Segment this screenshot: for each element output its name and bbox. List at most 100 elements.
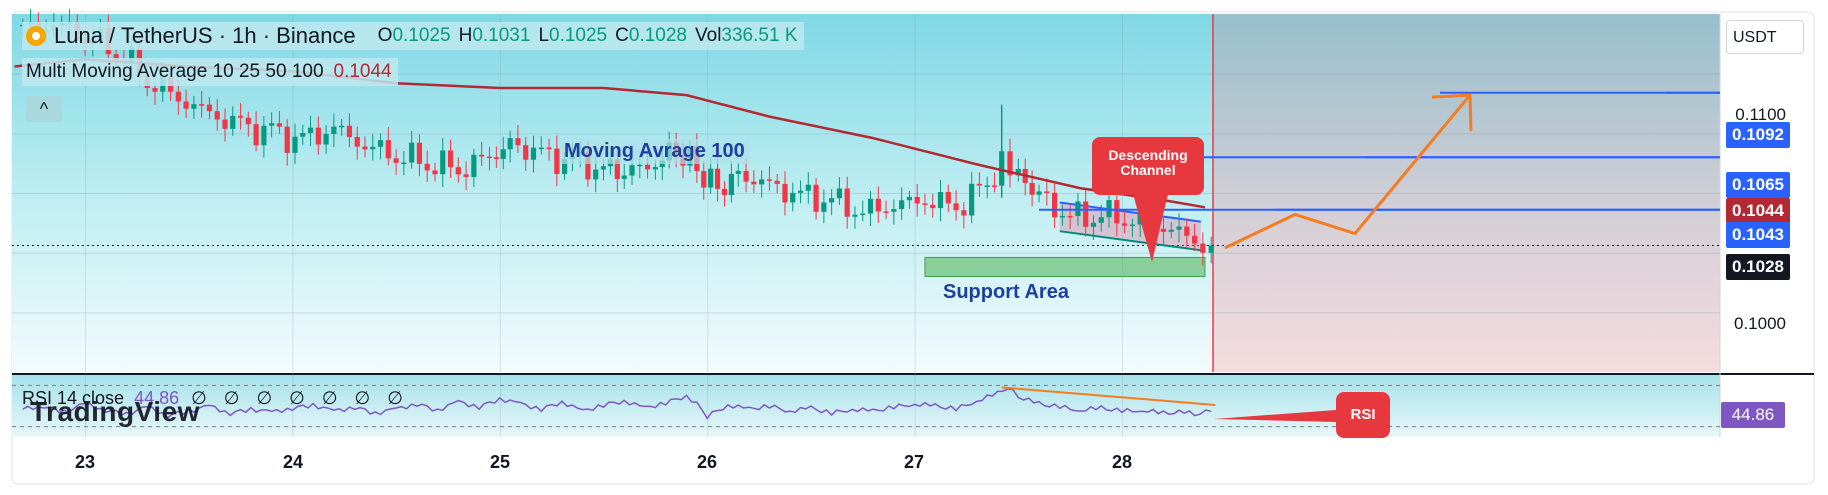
support-area-annotation: Support Area — [943, 281, 1069, 303]
candle-body-115 — [899, 200, 905, 210]
candle-body-143 — [1114, 200, 1120, 224]
annotations — [1039, 91, 1720, 422]
candle-body-135 — [1051, 192, 1058, 218]
rsi-callout: RSI — [1336, 392, 1390, 438]
candle-body-25 — [214, 111, 220, 120]
candle-body-81 — [644, 164, 651, 170]
candle-body-150 — [1168, 229, 1174, 232]
candle-body-124 — [969, 183, 975, 216]
symbol-legend: Luna / TetherUS · 1h · Binance O 0.1025 H… — [22, 22, 804, 50]
channel-callout-pointer — [1133, 194, 1168, 262]
candle-body-108 — [844, 188, 850, 217]
candle-body-121 — [945, 192, 951, 204]
candle-body-39 — [323, 134, 329, 145]
chevron-up-icon: ^ — [39, 99, 49, 119]
candle-body-139 — [1083, 201, 1089, 227]
candle-body-40 — [331, 126, 337, 135]
candle-body-27 — [230, 115, 236, 129]
candle-body-145 — [1129, 224, 1135, 227]
rsi-divergence-line — [1001, 386, 1216, 406]
collapse-legend-button[interactable]: ^ — [26, 96, 62, 122]
candle-body-123 — [961, 210, 967, 216]
candle-body-44 — [362, 146, 368, 150]
candle-body-50 — [409, 142, 415, 163]
candle-body-49 — [401, 162, 407, 164]
candle-body-153 — [1191, 235, 1198, 244]
candle-body-122 — [953, 203, 959, 211]
candle-body-62 — [500, 149, 506, 159]
candle-body-111 — [867, 198, 874, 214]
candle-body-56 — [455, 167, 461, 175]
tradingview-watermark: TradingView — [30, 396, 200, 427]
candle-body-55 — [447, 150, 454, 168]
candle-body-105 — [821, 202, 827, 212]
descending-channel-fill — [1059, 202, 1201, 251]
rsi-pane — [22, 386, 1216, 420]
candle-body-140 — [1090, 222, 1097, 227]
open-value: 0.1025 — [392, 25, 451, 46]
support-area-box — [924, 256, 1206, 278]
forecast-arrowhead — [1431, 93, 1473, 131]
candle-body-51 — [416, 142, 423, 164]
candle-body-30 — [253, 124, 259, 146]
candle-body-67 — [538, 147, 544, 150]
candle-body-142 — [1106, 200, 1112, 218]
candle-body-80 — [637, 164, 643, 167]
target-price-label-2: 0.1065 — [1726, 172, 1790, 198]
high-key: H — [458, 25, 473, 46]
candle-body-52 — [424, 163, 430, 171]
candle-body-103 — [805, 184, 811, 191]
candle-body-79 — [629, 165, 635, 176]
candle-body-113 — [883, 211, 889, 213]
channel-lower-line — [1059, 230, 1201, 252]
candle-body-106 — [829, 198, 835, 203]
candle-body-38 — [315, 127, 321, 145]
symbol-title[interactable]: Luna / TetherUS · 1h · Binance — [54, 23, 356, 48]
x-tick-28: 28 — [1111, 452, 1133, 472]
candle-body-21 — [183, 101, 189, 109]
candle-body-104 — [813, 184, 819, 212]
candle-body-73 — [585, 151, 591, 180]
candle-body-66 — [530, 147, 537, 160]
close-value: 0.1028 — [628, 25, 687, 46]
low-key: L — [538, 25, 550, 46]
candle-body-69 — [554, 148, 560, 174]
candle-body-57 — [463, 174, 469, 177]
candle-body-24 — [206, 104, 213, 112]
candle-body-59 — [479, 154, 485, 157]
candle-body-100 — [782, 183, 788, 203]
indicator-label: Multi Moving Average 10 25 50 100 — [26, 61, 324, 82]
currency-button[interactable]: USDT — [1726, 20, 1804, 54]
x-tick-23: 23 — [74, 452, 96, 472]
x-tick-24: 24 — [282, 452, 304, 472]
candle-body-132 — [1029, 183, 1035, 195]
chart-zones — [924, 201, 1206, 278]
candle-body-28 — [237, 115, 244, 118]
candle-body-125 — [976, 183, 983, 186]
candle-body-119 — [930, 204, 936, 209]
candle-body-92 — [721, 188, 728, 196]
volume-key: Vol — [695, 25, 722, 46]
indicator-legend[interactable]: Multi Moving Average 10 25 50 100 0.1044 — [22, 58, 398, 86]
candle-body-110 — [860, 213, 866, 216]
candle-body-130 — [1015, 168, 1021, 176]
candle-body-22 — [191, 104, 197, 109]
candle-body-64 — [515, 138, 521, 146]
rsi-legend[interactable]: RSI 14 close 44.86 ∅ ∅ ∅ ∅ ∅ ∅ ∅ — [22, 385, 409, 411]
target-price-label-1: 0.1092 — [1726, 122, 1790, 148]
candle-body-93 — [728, 173, 734, 196]
candle-body-14 — [129, 47, 135, 64]
candle-body-141 — [1098, 217, 1104, 223]
x-tick-27: 27 — [903, 452, 925, 472]
candle-body-101 — [790, 192, 796, 203]
candle-body-20 — [175, 91, 181, 102]
candle-body-136 — [1059, 215, 1065, 218]
candle-body-97 — [759, 179, 765, 185]
x-tick-26: 26 — [696, 452, 718, 472]
forecast-path — [1224, 94, 1472, 250]
candle-body-90 — [708, 168, 714, 188]
candle-body-34 — [284, 126, 290, 153]
candle-body-120 — [937, 192, 944, 209]
candle-body-33 — [276, 123, 283, 127]
